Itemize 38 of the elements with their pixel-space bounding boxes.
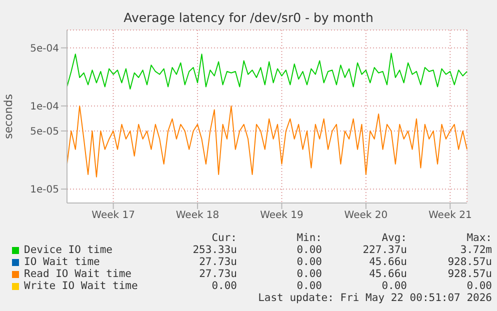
text: 928.57u bbox=[446, 256, 492, 268]
text: 0.00 bbox=[296, 268, 322, 280]
x-tick-label: Week 21 bbox=[428, 210, 472, 222]
text: 0.00 bbox=[466, 280, 492, 292]
y-axis-title: seconds bbox=[2, 94, 15, 139]
text: 253.33u bbox=[192, 244, 237, 256]
text: 928.57u bbox=[446, 268, 492, 280]
text: Max: bbox=[466, 232, 492, 244]
legend-label: IO Wait time bbox=[23, 256, 101, 268]
text: 27.73u bbox=[198, 256, 237, 268]
text: 45.66u bbox=[368, 256, 407, 268]
text: 0.00 bbox=[380, 280, 407, 292]
line-series bbox=[66, 105, 468, 178]
text: Avg: bbox=[380, 232, 407, 244]
y-tick-label: 5e-04 bbox=[30, 43, 59, 54]
text: 227.37u bbox=[362, 244, 407, 256]
text: 0.00 bbox=[210, 280, 237, 292]
text: 27.73u bbox=[198, 268, 237, 280]
legend-label: Device IO time bbox=[23, 244, 114, 256]
text: Min: bbox=[296, 232, 322, 244]
text: Last update: Fri May 22 00:51:07 2026 bbox=[257, 292, 492, 304]
text: 0.00 bbox=[296, 256, 322, 268]
x-tick-label: Week 17 bbox=[92, 210, 135, 222]
y-tick-label: 1e-05 bbox=[30, 184, 59, 196]
x-tick-label: Week 19 bbox=[260, 210, 304, 222]
text: Cur: bbox=[210, 232, 237, 244]
text: 45.66u bbox=[368, 268, 407, 280]
text: 0.00 bbox=[296, 244, 322, 256]
line-series bbox=[66, 52, 468, 90]
y-tick-label: 5e-05 bbox=[30, 126, 59, 138]
x-tick-label: Week 20 bbox=[344, 210, 388, 222]
text: 3.72m bbox=[459, 244, 492, 256]
y-tick-label: 1e-04 bbox=[30, 102, 59, 113]
text: 0.00 bbox=[296, 280, 322, 292]
x-tick-label: Week 18 bbox=[176, 210, 220, 222]
legend-label: Read IO Wait time bbox=[23, 268, 132, 280]
legend-label: Write IO Wait time bbox=[23, 280, 139, 292]
chart-title: Average latency for /dev/sr0 - by month bbox=[122, 10, 374, 25]
